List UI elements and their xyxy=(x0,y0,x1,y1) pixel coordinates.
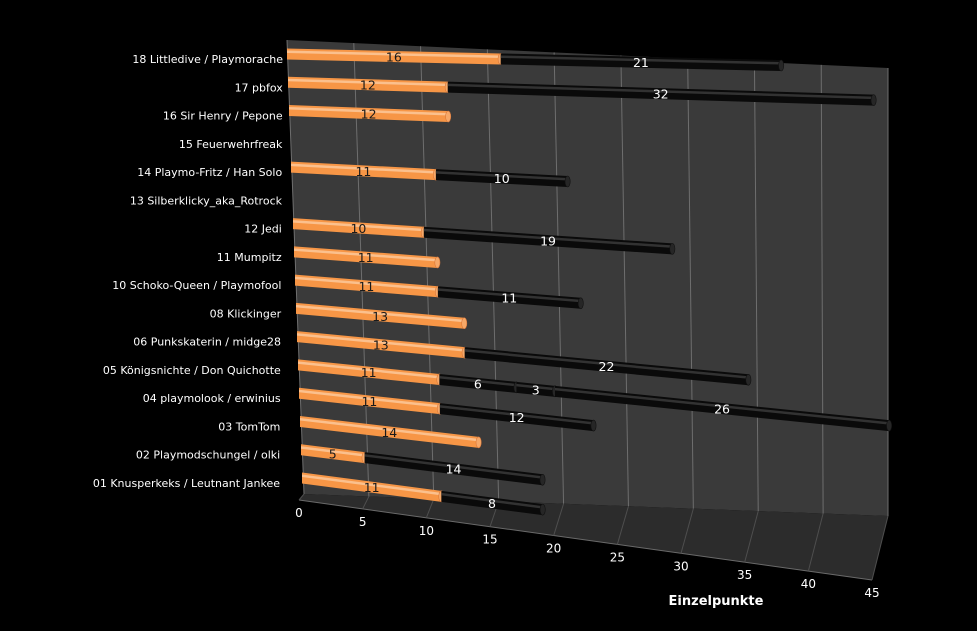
category-label: 16 Sir Henry / Pepone xyxy=(163,110,283,123)
data-label: 5 xyxy=(329,447,337,462)
gridline-25 xyxy=(620,55,629,507)
category-label: 02 Playmodschungel / olki xyxy=(136,449,280,462)
data-label: 12 xyxy=(509,410,525,425)
data-label: 13 xyxy=(372,309,388,324)
floor xyxy=(299,494,888,580)
data-label: 11 xyxy=(364,480,380,495)
category-label: 11 Mumpitz xyxy=(217,251,282,264)
tick-label-30: 30 xyxy=(673,559,688,573)
data-label: 13 xyxy=(373,338,389,353)
x-axis-title: Einzelpunkte xyxy=(669,594,764,609)
data-label: 10 xyxy=(350,221,366,236)
data-label: 11 xyxy=(361,365,377,380)
category-label: 06 Punkskaterin / midge28 xyxy=(133,336,281,349)
bar-0 xyxy=(296,302,468,330)
data-label: 11 xyxy=(358,250,374,265)
floor-gridline-35 xyxy=(744,510,759,563)
category-label: 15 Feuerwehrfreak xyxy=(179,138,283,151)
tick-label-20: 20 xyxy=(546,542,561,556)
bar-1 xyxy=(423,226,676,255)
bar-1 xyxy=(439,403,597,432)
bar-0 xyxy=(300,415,482,449)
tick-label-45: 45 xyxy=(864,586,879,600)
bar-1 xyxy=(441,490,546,516)
category-label: 13 Silberklicky_aka_Rotrock xyxy=(130,194,283,207)
category-label: 12 Jedi xyxy=(244,223,282,236)
category-label: 10 Schoko-Queen / Playmofool xyxy=(112,279,281,292)
data-label: 12 xyxy=(361,107,377,122)
gridline-15 xyxy=(486,49,500,502)
gridline-20 xyxy=(553,52,565,504)
data-label: 14 xyxy=(446,462,462,477)
tick-labels: 0 5 10 15 20 25 30 35 40 45 xyxy=(295,506,879,600)
data-label: 11 xyxy=(355,164,371,179)
gridline-10 xyxy=(420,46,435,499)
category-label: 18 Littledive / Playmorache xyxy=(132,53,283,66)
floor-gridline-5 xyxy=(362,496,370,510)
data-label: 11 xyxy=(361,394,377,409)
tick-label-0: 0 xyxy=(295,506,303,520)
tick-label-25: 25 xyxy=(610,550,625,564)
data-label: 19 xyxy=(540,234,556,249)
category-label: 08 Klickinger xyxy=(210,307,282,320)
data-label: 32 xyxy=(653,87,669,102)
bar-1 xyxy=(500,53,785,72)
tick-label-5: 5 xyxy=(359,515,367,529)
bar-1 xyxy=(447,81,877,106)
tick-label-15: 15 xyxy=(482,533,497,547)
bar-0 xyxy=(297,331,468,359)
category-label: 05 Königsnichte / Don Quichotte xyxy=(103,364,281,377)
data-label: 22 xyxy=(599,359,615,374)
floor-gridline-40 xyxy=(807,513,824,572)
tick-label-35: 35 xyxy=(737,568,752,582)
data-label: 16 xyxy=(386,49,402,64)
bar-0 xyxy=(294,246,441,269)
category-label: 01 Knusperkeks / Leutnant Jankee xyxy=(93,477,280,490)
floor-gridline-10 xyxy=(425,498,435,518)
category-labels: 18 Littledive / Playmorache 17 pbfox 16 Si… xyxy=(93,53,283,490)
data-label: 26 xyxy=(714,401,730,416)
gridline-5 xyxy=(353,43,370,497)
floor-gridline-30 xyxy=(680,508,694,554)
bar-0 xyxy=(289,105,452,123)
gridline-35 xyxy=(753,61,759,512)
floor-gridline-45 xyxy=(871,515,889,581)
bar-1 xyxy=(464,347,752,386)
data-label: 11 xyxy=(358,279,374,294)
data-label: 8 xyxy=(488,496,496,511)
bar-3 xyxy=(555,385,893,432)
data-label: 12 xyxy=(360,78,376,93)
tick-label-10: 10 xyxy=(419,524,434,538)
data-label: 11 xyxy=(501,291,517,306)
category-label: 04 playmolook / erwinius xyxy=(143,392,281,405)
bar-1 xyxy=(364,452,546,486)
bar-1 xyxy=(435,169,571,188)
gridline-40 xyxy=(820,64,824,514)
data-label: 21 xyxy=(633,55,649,70)
bar-1 xyxy=(437,286,584,310)
floor-gridline-20 xyxy=(553,503,565,536)
chart-walls xyxy=(287,40,888,581)
data-label: 14 xyxy=(381,425,397,440)
floor-gridline-0 xyxy=(298,493,305,501)
x-axis-line xyxy=(298,499,873,581)
data-label: 6 xyxy=(474,376,482,391)
floor-gridline-25 xyxy=(616,506,629,545)
data-label: 3 xyxy=(532,382,540,397)
gridline-30 xyxy=(687,58,694,509)
category-label: 03 TomTom xyxy=(218,420,280,433)
bars: 16 21 12 32 12 11 10 10 19 11 11 11 13 13 22 11 6 3 26 11 12… xyxy=(287,48,893,516)
category-label: 14 Playmo-Fritz / Han Solo xyxy=(137,166,282,179)
tick-label-40: 40 xyxy=(801,577,816,591)
data-label: 10 xyxy=(494,171,510,186)
back-wall xyxy=(287,40,888,516)
category-label: 17 pbfox xyxy=(235,81,284,94)
